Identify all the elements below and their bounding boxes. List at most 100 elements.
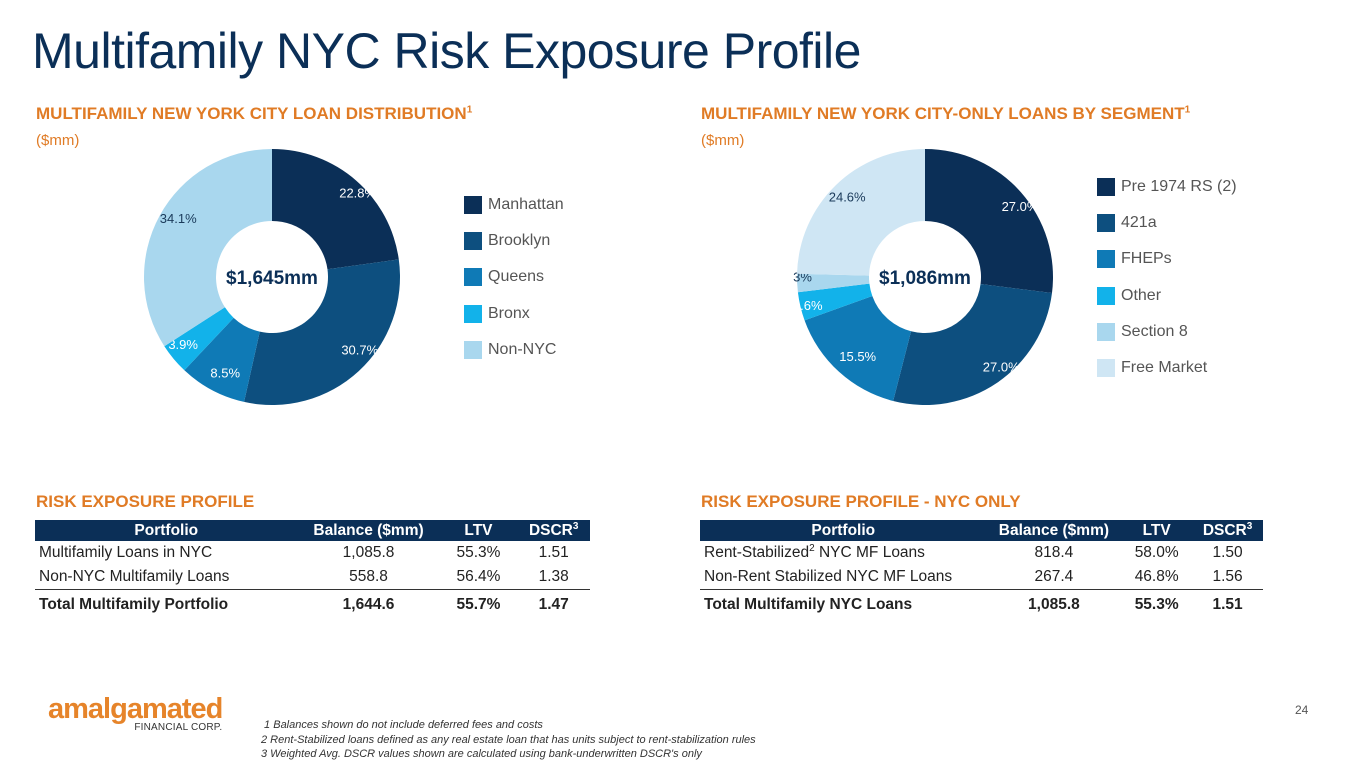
segment-heading: MULTIFAMILY NEW YORK CITY-ONLY LOANS BY … [701, 104, 1191, 123]
slice-manhattan [272, 149, 399, 270]
legend-item: Queens [464, 259, 564, 295]
total-balance: 1,644.6 [297, 589, 440, 620]
legend-swatch [464, 232, 482, 251]
loan-distribution-heading: MULTIFAMILY NEW YORK CITY LOAN DISTRIBUT… [36, 104, 473, 123]
legend-item: Bronx [464, 296, 564, 332]
table-row: Non-Rent Stabilized NYC MF Loans 267.4 4… [700, 565, 1263, 590]
legend-swatch [1097, 286, 1115, 305]
loan-distribution-donut-svg: 22.8% 30.7% 8.5% 3.9% 34.1% $1,645mm [144, 149, 400, 405]
legend-swatch [464, 268, 482, 287]
legend-item: 421a [1097, 205, 1237, 241]
legend-label: Queens [488, 268, 545, 286]
slice-label: 15.5% [839, 349, 876, 364]
total-ltv: 55.3% [1121, 589, 1193, 620]
risk-profile-table: Portfolio Balance ($mm) LTV DSCR3 Multif… [35, 520, 590, 620]
row-balance: 818.4 [1034, 544, 1074, 561]
legend-label: Brooklyn [488, 232, 551, 250]
legend-label: Section 8 [1121, 322, 1188, 340]
legend-label: Bronx [488, 304, 530, 322]
slice-label: 24.6% [829, 189, 866, 204]
slice-pre-1974-rs-2- [925, 149, 1053, 294]
segment-legend: Pre 1974 RS (2) 421a FHEPs Other Section 8 Fr… [1097, 169, 1237, 386]
slice-label: 27.0% [983, 360, 1020, 375]
risk-profile-nyc-heading: RISK EXPOSURE PROFILE - NYC ONLY [701, 492, 1021, 511]
legend-label: Pre 1974 RS (2) [1121, 178, 1237, 196]
row-balance: 1,085.8 [342, 544, 395, 561]
slice-brooklyn [244, 259, 400, 405]
legend-item: Brooklyn [464, 223, 564, 259]
risk-profile-nyc-table: Portfolio Balance ($mm) LTV DSCR3 Rent-S… [700, 520, 1263, 620]
donut-center-total: $1,645mm [226, 268, 318, 289]
slice-label: 22.8% [339, 186, 376, 201]
legend-swatch [1097, 214, 1115, 233]
legend-label: 421a [1121, 214, 1157, 232]
row-portfolio: Rent-Stabilized2 NYC MF Loans [704, 543, 925, 562]
col-balance: Balance ($mm) [297, 520, 440, 541]
row-ltv: 58.0% [1134, 544, 1179, 561]
legend-item: Free Market [1097, 350, 1237, 386]
row-portfolio: Non-Rent Stabilized NYC MF Loans [704, 568, 953, 585]
col-portfolio: Portfolio [35, 520, 298, 541]
table-header-row: Portfolio Balance ($mm) LTV DSCR3 [35, 520, 590, 541]
legend-label: Free Market [1121, 359, 1208, 377]
logo-wordmark: amalgamated [48, 693, 223, 725]
legend-swatch [464, 196, 482, 215]
table-total-row: Total Multifamily NYC Loans 1,085.8 55.3… [700, 589, 1263, 620]
col-portfolio: Portfolio [700, 520, 987, 541]
table-row: Non-NYC Multifamily Loans 558.8 56.4% 1.… [35, 565, 590, 590]
row-balance: 558.8 [349, 568, 388, 585]
col-ltv: LTV [439, 520, 518, 541]
total-portfolio: Total Multifamily NYC Loans [700, 589, 987, 620]
row-dscr: 1.38 [538, 568, 569, 585]
col-balance: Balance ($mm) [986, 520, 1122, 541]
loan-distribution-legend: Manhattan Brooklyn Queens Bronx Non-NYC [464, 187, 564, 368]
legend-item: FHEPs [1097, 241, 1237, 277]
table-row: Rent-Stabilized2 NYC MF Loans 818.4 58.0… [700, 541, 1263, 565]
slice-non-nyc [144, 149, 272, 347]
legend-item: Pre 1974 RS (2) [1097, 169, 1237, 205]
slice-queens [184, 317, 260, 402]
total-dscr: 1.47 [517, 589, 590, 620]
total-portfolio: Total Multifamily Portfolio [35, 589, 298, 620]
slice-other [797, 283, 873, 321]
segment-donut-svg: 27.0%27.0%15.5%3.6%2.3%24.6%$1,086mm [782, 149, 1053, 405]
slice-label: 3.9% [168, 337, 198, 352]
slice-bronx [164, 307, 234, 371]
footnote-1: 1 Balances shown do not include deferred… [261, 719, 543, 731]
slice-label: 27.0% [1002, 199, 1039, 214]
slice-label: 34.1% [160, 211, 197, 226]
legend-item: Manhattan [464, 187, 564, 223]
footnote-3: 3 Weighted Avg. DSCR values shown are ca… [261, 748, 702, 760]
legend-swatch [1097, 322, 1115, 341]
risk-profile-heading: RISK EXPOSURE PROFILE [36, 492, 255, 511]
legend-label: Non-NYC [488, 340, 557, 358]
slice-label: 30.7% [341, 343, 378, 358]
table-row: Multifamily Loans in NYC 1,085.8 55.3% 1… [35, 541, 590, 565]
row-portfolio: Non-NYC Multifamily Loans [39, 568, 230, 585]
segment-donut-chart: 27.0%27.0%15.5%3.6%2.3%24.6%$1,086mm [782, 146, 1057, 408]
loan-distribution-unit: ($mm) [36, 132, 80, 149]
logo-subtitle: FINANCIAL CORP. [134, 722, 223, 733]
col-ltv: LTV [1121, 520, 1193, 541]
legend-swatch [1097, 359, 1115, 378]
slice-label: 8.5% [210, 365, 240, 380]
legend-label: Other [1121, 286, 1162, 304]
segment-unit: ($mm) [701, 132, 745, 149]
legend-swatch [1097, 178, 1115, 197]
legend-swatch [1097, 250, 1115, 269]
slice-section-8 [797, 273, 870, 293]
footnote-2: 2 Rent-Stabilized loans defined as any r… [261, 733, 756, 746]
row-ltv: 56.4% [456, 568, 501, 585]
donut-center-total: $1,086mm [879, 268, 971, 289]
legend-swatch [464, 304, 482, 323]
table-header-row: Portfolio Balance ($mm) LTV DSCR3 [700, 520, 1263, 541]
legend-swatch [464, 340, 482, 359]
total-balance: 1,085.8 [986, 589, 1122, 620]
slice-fheps [804, 295, 912, 401]
legend-item: Other [1097, 278, 1237, 314]
row-dscr: 1.51 [538, 544, 569, 561]
row-ltv: 46.8% [1134, 568, 1179, 585]
slice-label: 3.6% [793, 298, 823, 313]
row-dscr: 1.56 [1212, 568, 1243, 585]
page-number: 24 [1295, 703, 1309, 717]
